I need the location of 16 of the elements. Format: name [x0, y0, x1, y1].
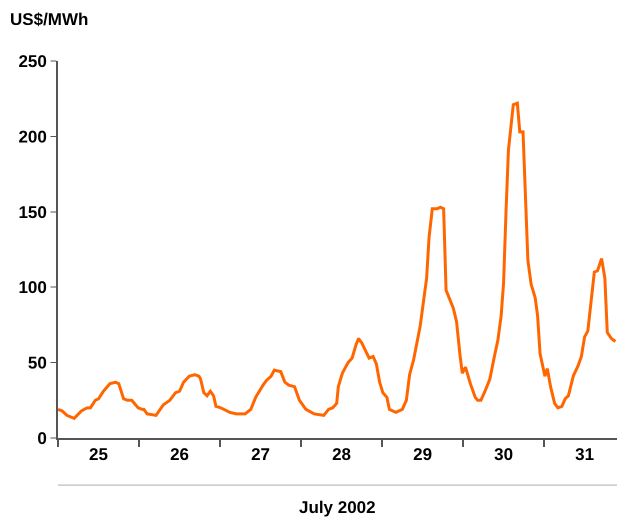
x-tick-label: 31	[575, 445, 594, 464]
y-tick-label: 100	[18, 278, 47, 298]
x-tick-label: 25	[89, 445, 108, 464]
y-tick-label: 250	[18, 52, 47, 71]
y-axis-title: US$/MWh	[10, 10, 88, 29]
x-axis-title: July 2002	[299, 498, 376, 517]
y-tick-label: 50	[28, 354, 47, 373]
x-tick-label: 26	[170, 445, 189, 464]
x-tick-label: 28	[332, 445, 352, 464]
y-tick-label: 200	[18, 127, 47, 146]
x-tick-label: 30	[494, 445, 514, 464]
x-tick-label: 27	[251, 445, 270, 464]
y-tick-label: 150	[18, 202, 47, 222]
x-tick-label: 29	[413, 445, 432, 464]
line-series	[58, 102, 617, 420]
y-tick-label: 0	[37, 428, 47, 448]
